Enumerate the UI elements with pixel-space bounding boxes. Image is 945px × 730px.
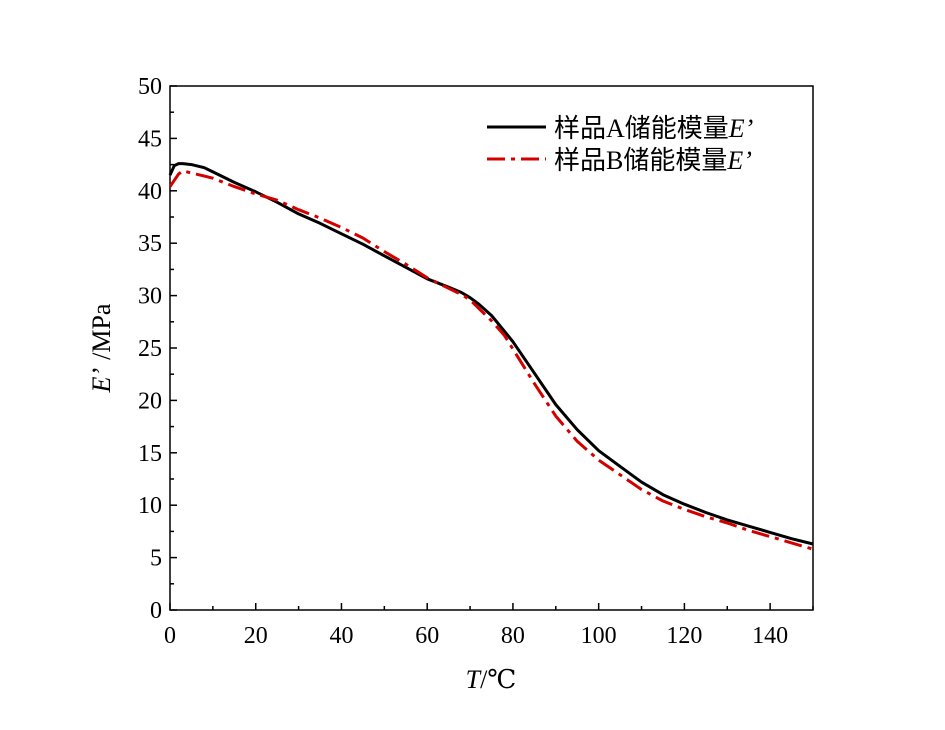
legend-label-sample-b: 样品B储能模量E’ xyxy=(554,146,752,175)
y-tick-label: 5 xyxy=(150,546,162,572)
y-tick-label: 45 xyxy=(138,126,162,152)
y-axis: 0 5 10 15 20 25 30 35 40 45 50 xyxy=(138,74,177,624)
x-tick-label: 140 xyxy=(752,623,788,649)
y-axis-title: E’/MPa xyxy=(87,303,116,393)
y-tick-label: 30 xyxy=(138,284,162,310)
series-line-sample-b xyxy=(168,169,814,551)
y-tick-label: 20 xyxy=(138,388,162,414)
series-layer xyxy=(168,162,814,551)
x-tick-label: 80 xyxy=(501,623,525,649)
x-tick-label: 100 xyxy=(581,623,617,649)
series-line-sample-a xyxy=(168,162,814,546)
x-axis-title: T/℃ xyxy=(466,665,517,694)
y-tick-label: 35 xyxy=(138,231,162,257)
y-tick-label: 40 xyxy=(138,179,162,205)
x-tick-label: 60 xyxy=(415,623,439,649)
x-tick-label: 0 xyxy=(164,623,176,649)
y-tick-label: 50 xyxy=(138,74,162,100)
y-tick-label: 10 xyxy=(138,493,162,519)
x-tick-label: 120 xyxy=(666,623,702,649)
x-axis: 0 20 40 60 80 100 120 140 xyxy=(164,603,814,649)
x-tick-label: 40 xyxy=(329,623,353,649)
y-tick-label: 0 xyxy=(150,598,162,624)
legend: 样品A储能模量E’ 样品B储能模量E’ xyxy=(487,114,753,175)
y-tick-label: 15 xyxy=(138,441,162,467)
y-tick-label: 25 xyxy=(138,336,162,362)
plot-area: 0 20 40 60 80 100 120 140 0 5 10 15 20 25 30 35 40 45 50 xyxy=(138,74,814,649)
legend-label-sample-a: 样品A储能模量E’ xyxy=(554,114,753,143)
x-tick-label: 20 xyxy=(244,623,268,649)
